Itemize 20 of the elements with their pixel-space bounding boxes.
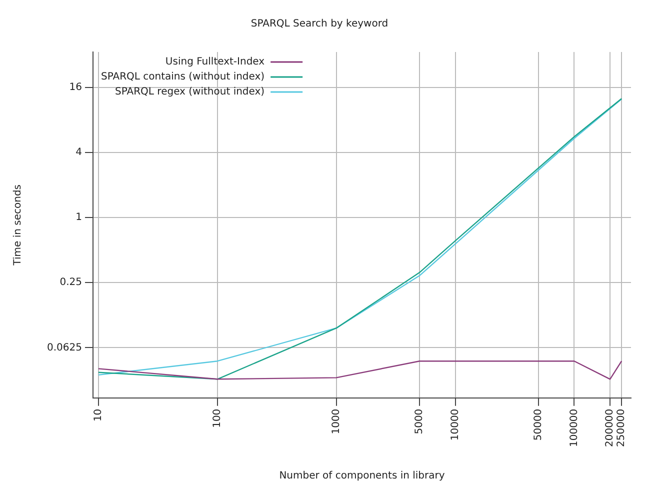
x-tick-label: 250000	[616, 408, 628, 448]
y-tick-label: 4	[76, 147, 82, 158]
x-tick-label: 5000	[414, 408, 426, 434]
legend-label: SPARQL regex (without index)	[115, 86, 265, 98]
x-tick-label: 100000	[568, 408, 580, 448]
x-tick-label: 10	[93, 408, 104, 422]
x-tick-label: 1000	[330, 408, 342, 434]
y-tick-label: 0.25	[60, 277, 82, 288]
y-tick-label: 0.0625	[46, 342, 82, 354]
y-tick-label: 1	[76, 212, 82, 224]
legend-label: SPARQL contains (without index)	[100, 72, 265, 83]
chart-title: SPARQL Search by keyword	[250, 18, 388, 30]
x-tick-label: 200000	[604, 408, 616, 448]
legend-label: Using Fulltext-Index	[165, 56, 265, 68]
x-axis-title: Number of components in library	[279, 470, 445, 482]
x-tick-label: 100	[212, 408, 223, 428]
x-tick-label: 50000	[533, 408, 544, 441]
y-tick-label: 16	[69, 82, 82, 93]
y-axis-title: Time in seconds	[12, 184, 24, 266]
x-tick-label: 10000	[450, 408, 461, 441]
